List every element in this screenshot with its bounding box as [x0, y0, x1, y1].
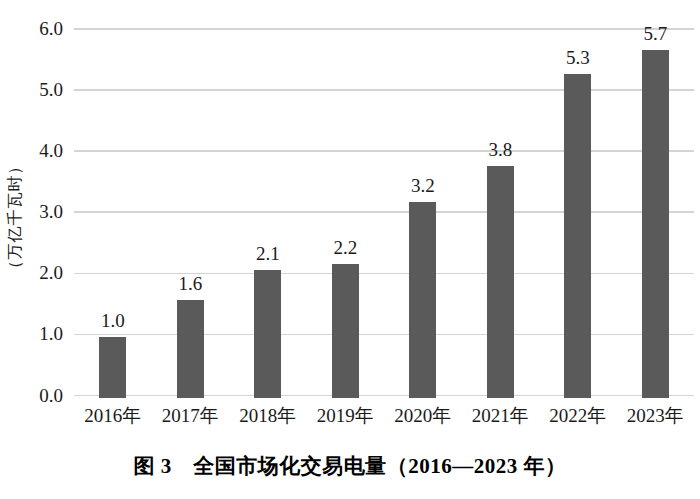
bar-value-label: 2.1 [238, 243, 298, 265]
bar-value-label: 3.2 [393, 175, 453, 197]
y-tick-label: 2.0 [19, 262, 63, 284]
gridline [74, 89, 694, 91]
bar-value-label: 3.8 [470, 139, 530, 161]
bar-value-label: 1.0 [83, 310, 143, 332]
y-tick-label: 3.0 [19, 201, 63, 223]
bar-value-label: 5.7 [625, 23, 685, 45]
x-tick-label: 2018年 [229, 405, 307, 427]
y-tick-label: 4.0 [19, 140, 63, 162]
x-tick-label: 2021年 [461, 405, 539, 427]
bar-value-label: 2.2 [315, 237, 375, 259]
bar [332, 264, 359, 398]
figure-3-bar-chart: （万亿千瓦时） 0.01.02.03.04.05.06.01.02016年1.6… [0, 0, 700, 499]
bar [254, 270, 281, 398]
bar [642, 50, 669, 398]
chart-caption: 图 3 全国市场化交易电量（2016—2023 年） [0, 452, 700, 480]
bar [564, 74, 591, 398]
y-tick-label: 0.0 [19, 385, 63, 407]
bar [177, 300, 204, 398]
y-tick-label: 5.0 [19, 79, 63, 101]
x-tick-label: 2023年 [616, 405, 694, 427]
x-tick-label: 2022年 [539, 405, 617, 427]
x-tick-label: 2019年 [306, 405, 384, 427]
x-tick-label: 2020年 [384, 405, 462, 427]
bar-value-label: 5.3 [548, 47, 608, 69]
gridline [74, 28, 694, 30]
bar-value-label: 1.6 [160, 273, 220, 295]
bar [99, 337, 126, 398]
y-tick-label: 6.0 [19, 18, 63, 40]
bar [409, 202, 436, 398]
x-tick-label: 2016年 [74, 405, 152, 427]
plot-area: 0.0 1.0 2.0 3.0 4.0 5.0 6.0 1.0 2016年 1.6 2017年 2.1… [0, 0, 700, 499]
y-tick-label: 1.0 [19, 323, 63, 345]
gridline [74, 150, 694, 152]
gridline [74, 334, 694, 336]
gridline [74, 211, 694, 213]
gridline [74, 395, 694, 397]
x-tick-label: 2017年 [151, 405, 229, 427]
bar [487, 166, 514, 398]
